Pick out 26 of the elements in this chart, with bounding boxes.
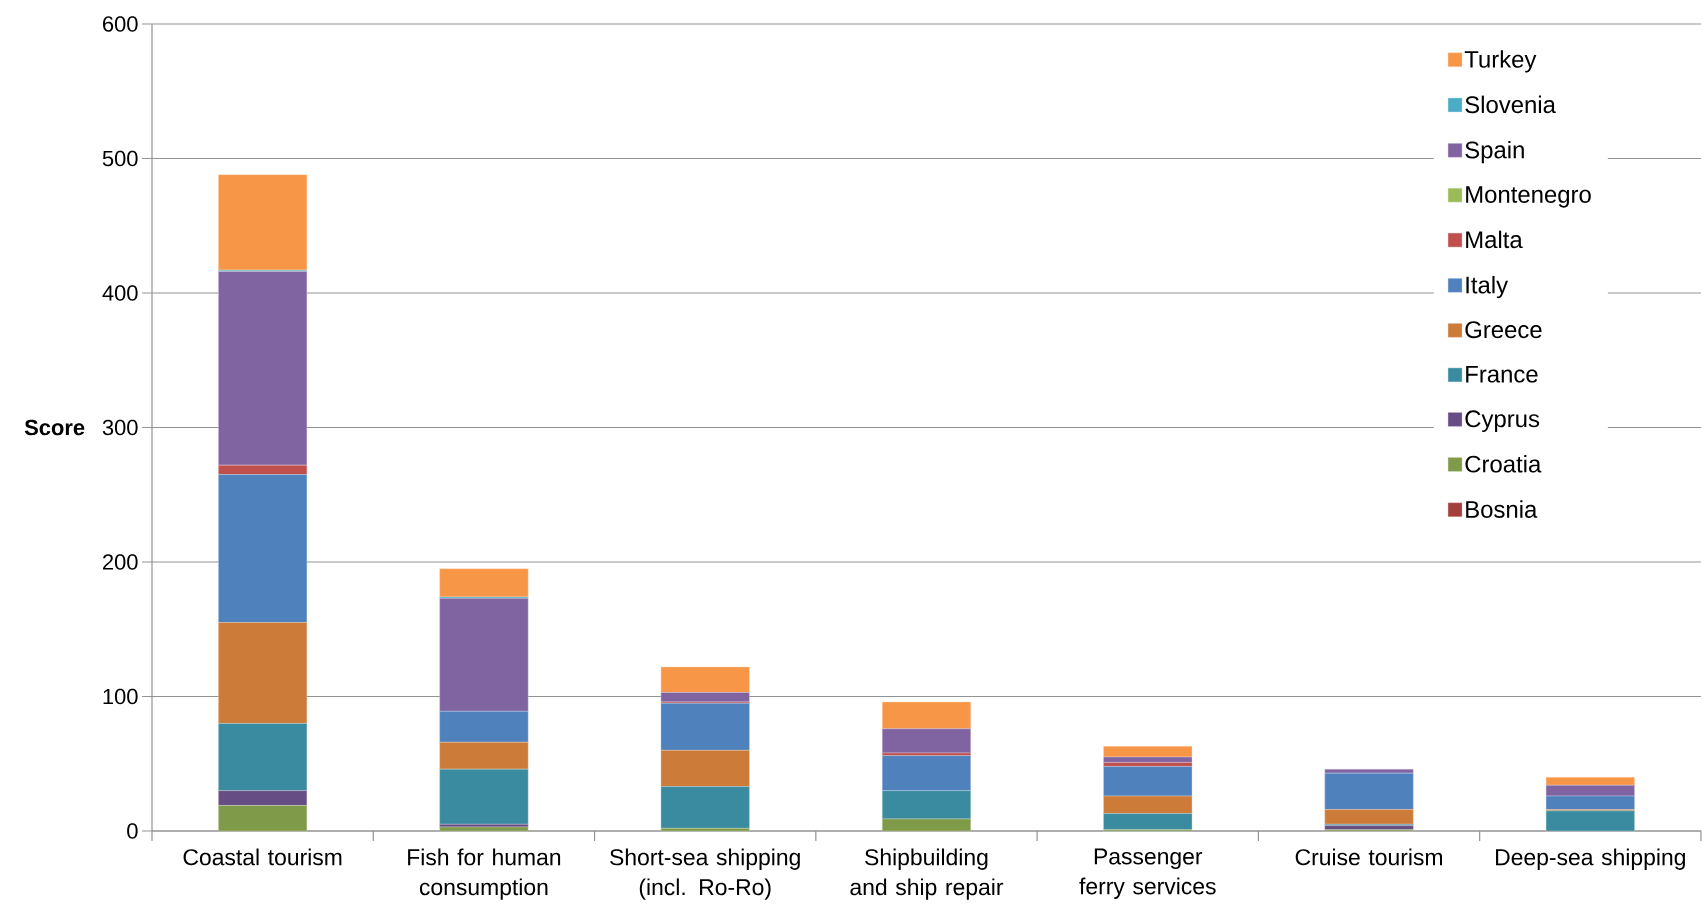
legend-label: France [1466, 365, 1538, 383]
legend-label: Spain [1465, 140, 1524, 164]
y-tick-label: 100 [103, 688, 138, 705]
y-tick-label: 500 [102, 150, 138, 167]
y-tick-label: 400 [102, 285, 138, 301]
legend-label: Montenegro [1466, 186, 1591, 208]
legend-label: Malta [1466, 230, 1523, 249]
y-tick-label: 300 [102, 419, 138, 436]
y-tick-label: 600 [103, 16, 138, 32]
x-tick-label: Coastal tourism [183, 848, 342, 866]
legend-label: Croatia [1465, 455, 1542, 473]
y-tick-label: 0 [127, 823, 138, 839]
y-axis-title: Score [24, 419, 85, 436]
x-tick-label: Shipbuilding and ship repair [850, 848, 1004, 900]
legend-label: Italy [1466, 275, 1509, 299]
legend-label: Slovenia [1465, 95, 1556, 114]
x-tick-label: Fish for human consumption [408, 848, 561, 900]
legend-label: Cyprus [1465, 410, 1540, 433]
legend-label: Greece [1465, 321, 1542, 339]
x-tick-label: Deep-sea shipping [1496, 848, 1685, 870]
legend-label: Bosnia [1466, 500, 1538, 518]
x-tick-label: Passenger ferry services [1079, 848, 1216, 899]
x-tick-label: Short-sea shipping (incl. Ro-Ro) [610, 848, 800, 900]
y-tick-label: 200 [103, 554, 138, 570]
x-tick-label: Cruise tourism [1295, 848, 1442, 866]
legend-label: Turkey [1464, 50, 1537, 73]
